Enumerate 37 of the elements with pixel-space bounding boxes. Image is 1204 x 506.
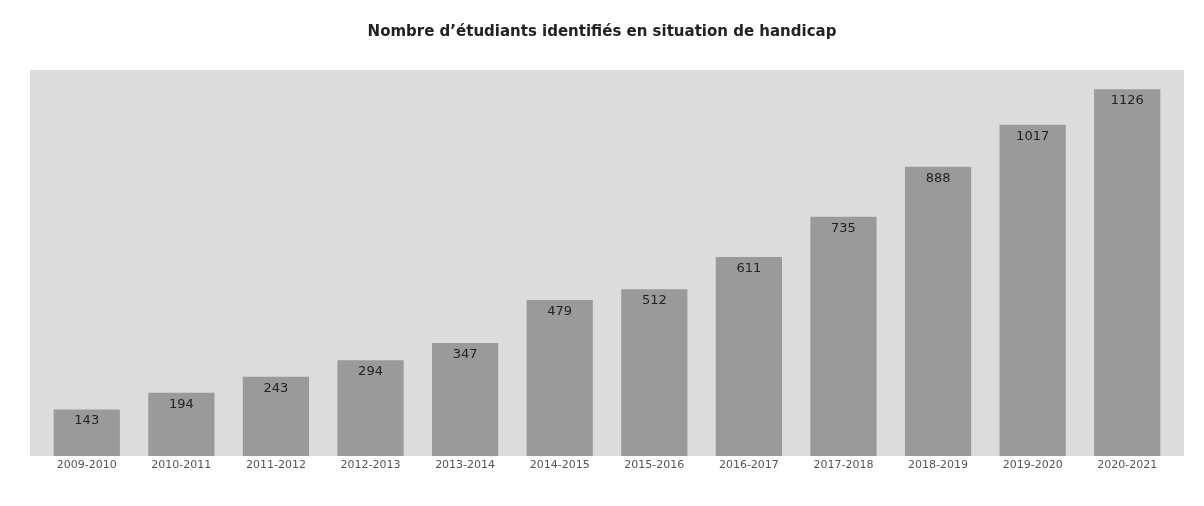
data-label: 243 [263, 379, 289, 395]
data-label: 611 [736, 260, 762, 276]
data-label: 194 [168, 395, 194, 411]
bar [999, 124, 1066, 456]
data-label: 735 [831, 219, 856, 235]
bar [1094, 89, 1161, 456]
bar [53, 409, 120, 456]
x-tick-label: 2010-2011 [151, 458, 212, 471]
data-label: 1126 [1110, 92, 1144, 108]
bar [432, 342, 499, 456]
data-label: 512 [641, 292, 667, 308]
data-label: 347 [452, 345, 478, 361]
x-tick-label: 2016-2017 [718, 458, 779, 471]
bar [715, 257, 782, 456]
x-tick-label: 2018-2019 [908, 458, 969, 471]
data-label: 1017 [1016, 127, 1050, 143]
data-label: 143 [74, 412, 100, 428]
bar [242, 376, 310, 456]
x-tick-label: 2020-2021 [1097, 458, 1158, 471]
x-tick-label: 2017-2018 [813, 458, 874, 471]
bar [148, 392, 215, 456]
bar [337, 360, 404, 456]
x-tick-label: 2019-2020 [1002, 458, 1063, 471]
x-tick-label: 2009-2010 [56, 458, 117, 471]
data-label: 294 [358, 363, 383, 379]
data-label: 479 [547, 303, 573, 319]
x-tick-label: 2015-2016 [624, 458, 685, 471]
chart-title: Nombre d’étudiants identifiés en situation de handicap [367, 21, 837, 40]
bar [810, 216, 877, 456]
x-tick-label: 2011-2012 [245, 458, 306, 471]
x-tick-label: 2014-2015 [529, 458, 590, 471]
x-tick-label: 2013-2014 [435, 458, 496, 471]
bar [526, 300, 593, 456]
x-tick-label: 2012-2013 [340, 458, 401, 471]
data-label: 888 [925, 169, 951, 185]
bar [904, 166, 972, 456]
bar [621, 289, 688, 456]
